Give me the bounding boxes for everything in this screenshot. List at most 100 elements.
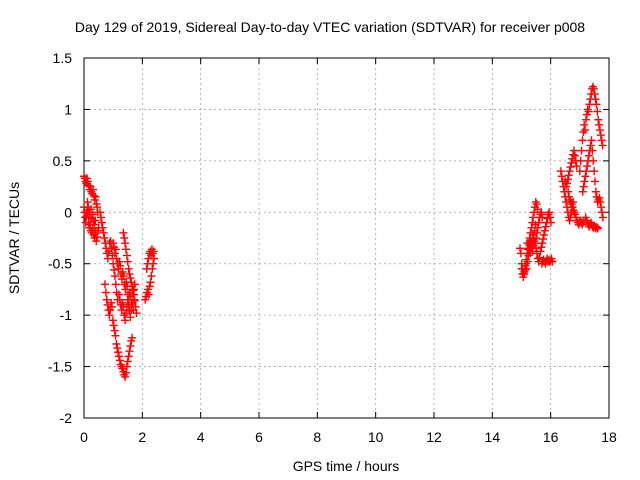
data-point-marker — [595, 126, 604, 134]
x-tick-label: 2 — [138, 429, 146, 445]
data-point-marker — [115, 257, 124, 266]
data-point-marker — [532, 228, 541, 237]
data-point-marker — [113, 344, 122, 353]
y-axis-title: SDTVAR / TECUs — [6, 182, 22, 294]
data-point-marker — [556, 167, 565, 176]
data-point-marker — [90, 220, 99, 229]
data-point-marker — [125, 270, 134, 278]
grid-lines — [84, 58, 609, 418]
y-tick-label: -1 — [60, 307, 73, 323]
data-point-marker — [545, 208, 554, 217]
data-point-marker — [111, 331, 120, 340]
data-point-marker — [541, 222, 550, 231]
data-point-marker — [592, 100, 601, 109]
data-point-marker — [96, 208, 105, 217]
data-point-marker — [596, 131, 605, 140]
data-point-marker — [144, 290, 153, 299]
data-point-marker — [109, 321, 118, 330]
data-point-marker — [589, 84, 598, 93]
data-point-marker — [597, 203, 606, 212]
y-tick-label: 0.5 — [53, 153, 73, 169]
data-point-marker — [102, 295, 111, 304]
data-point-marker — [142, 264, 151, 273]
data-point-marker — [584, 151, 593, 160]
data-point-marker — [593, 223, 602, 232]
data-point-marker — [598, 213, 607, 222]
y-tick-label: 0 — [64, 204, 72, 220]
data-point-marker — [578, 136, 587, 145]
data-point-marker — [118, 298, 127, 307]
data-point-marker — [597, 136, 606, 145]
data-point-marker — [116, 261, 125, 270]
data-point-marker — [590, 90, 599, 98]
data-point-marker — [127, 278, 136, 287]
y-tick-labels: -2 -1.5 -1 -0.5 0 0.5 1 1.5 — [48, 50, 72, 426]
data-point-marker — [121, 316, 130, 325]
data-point-marker — [585, 100, 594, 109]
x-tick-label: 8 — [313, 429, 321, 445]
data-point-marker — [122, 368, 130, 377]
data-point-marker — [581, 115, 590, 124]
data-point-marker — [523, 257, 532, 266]
data-point-marker — [115, 290, 123, 299]
data-points — [80, 82, 607, 381]
data-point-marker — [121, 239, 130, 248]
data-point-marker — [581, 172, 590, 181]
data-point-marker — [563, 175, 572, 184]
data-point-marker — [105, 311, 114, 320]
y-tick-label: 1 — [64, 101, 72, 117]
data-point-marker — [83, 177, 92, 186]
data-point-marker — [93, 232, 102, 241]
data-point-marker — [100, 234, 109, 242]
data-point-marker — [122, 251, 131, 260]
data-point-marker — [124, 264, 133, 273]
data-point-marker — [564, 187, 573, 196]
data-point-marker — [87, 205, 95, 214]
data-point-marker — [145, 282, 154, 291]
data-point-marker — [128, 333, 137, 342]
y-tick-label: -0.5 — [48, 256, 72, 272]
data-point-marker — [595, 193, 604, 202]
data-point-marker — [569, 150, 578, 159]
chart-title: Day 129 of 2019, Sidereal Day-to-day VTE… — [75, 19, 585, 35]
data-point-marker — [119, 228, 128, 237]
data-point-marker — [534, 218, 543, 227]
data-point-marker — [110, 249, 119, 258]
data-point-marker — [103, 254, 112, 263]
data-point-marker — [537, 208, 546, 217]
data-point-marker — [589, 156, 598, 165]
data-point-marker — [565, 167, 574, 176]
data-point-marker — [591, 95, 600, 104]
data-point-marker — [578, 187, 587, 196]
data-point-marker — [89, 185, 98, 194]
data-point-marker — [126, 274, 135, 283]
data-point-marker — [563, 179, 571, 188]
data-point-marker — [84, 181, 93, 190]
data-point-marker — [101, 280, 109, 289]
x-tick-label: 18 — [601, 429, 617, 445]
data-point-marker — [536, 247, 545, 256]
data-point-marker — [114, 348, 123, 357]
data-point-marker — [539, 235, 548, 244]
data-point-marker — [531, 198, 540, 206]
data-point-marker — [109, 239, 118, 248]
data-point-marker — [590, 167, 599, 176]
data-point-marker — [538, 239, 547, 248]
data-point-marker — [111, 245, 120, 254]
x-tick-label: 12 — [426, 429, 442, 445]
data-point-marker — [127, 306, 136, 314]
x-axis-title: GPS time / hours — [293, 458, 400, 474]
data-point-marker — [593, 224, 602, 233]
data-point-marker — [126, 342, 135, 350]
data-point-marker — [108, 302, 116, 311]
y-tick-label: -2 — [60, 410, 73, 426]
data-point-marker — [591, 187, 600, 196]
data-point-marker — [143, 259, 152, 268]
x-tick-label: 16 — [543, 429, 559, 445]
data-point-marker — [132, 309, 141, 318]
data-point-marker — [591, 177, 599, 186]
x-tick-label: 4 — [197, 429, 205, 445]
data-point-marker — [531, 239, 540, 248]
data-point-marker — [581, 126, 590, 134]
